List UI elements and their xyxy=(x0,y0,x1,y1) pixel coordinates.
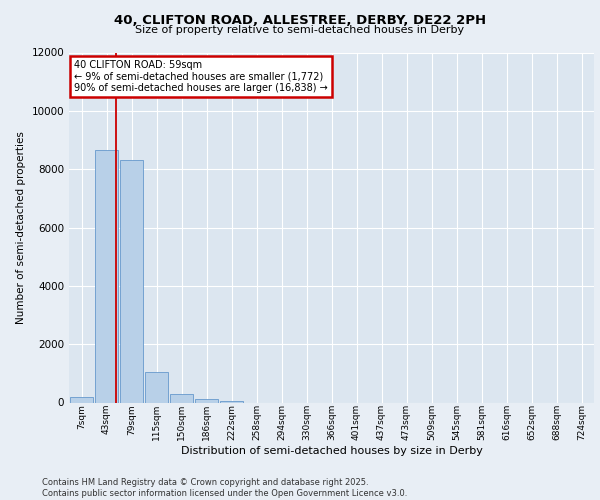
Bar xyxy=(145,372,168,402)
Text: 40 CLIFTON ROAD: 59sqm
← 9% of semi-detached houses are smaller (1,772)
90% of s: 40 CLIFTON ROAD: 59sqm ← 9% of semi-deta… xyxy=(74,60,328,92)
Bar xyxy=(120,160,143,402)
Bar xyxy=(95,150,118,403)
Text: Size of property relative to semi-detached houses in Derby: Size of property relative to semi-detach… xyxy=(136,25,464,35)
Text: Contains HM Land Registry data © Crown copyright and database right 2025.
Contai: Contains HM Land Registry data © Crown c… xyxy=(42,478,407,498)
Bar xyxy=(195,398,218,402)
Text: 40, CLIFTON ROAD, ALLESTREE, DERBY, DE22 2PH: 40, CLIFTON ROAD, ALLESTREE, DERBY, DE22… xyxy=(114,14,486,27)
Bar xyxy=(170,394,193,402)
X-axis label: Distribution of semi-detached houses by size in Derby: Distribution of semi-detached houses by … xyxy=(181,446,482,456)
Y-axis label: Number of semi-detached properties: Number of semi-detached properties xyxy=(16,131,26,324)
Bar xyxy=(220,401,243,402)
Bar xyxy=(70,396,93,402)
